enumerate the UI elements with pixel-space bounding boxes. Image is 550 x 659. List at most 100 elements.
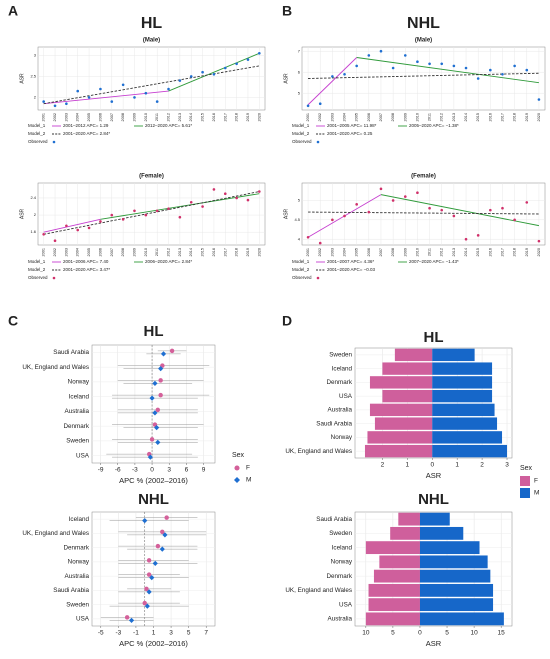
y-tick-label: 4.5 [294,217,300,222]
point [234,477,240,483]
observed-point [331,75,334,78]
x-tick-label: 2010 [144,248,148,256]
bar [432,376,493,389]
x-tick-label: 2019 [246,248,250,256]
x-tick-label: 3 [505,462,509,469]
y-axis-label: ASR [283,208,289,219]
legend-label: 2001–2020 APC= −0.03 [327,267,376,272]
observed-point [223,192,227,195]
y-tick-label: 2 [34,212,37,217]
x-tick-label: 1 [455,462,459,469]
x-axis-label: ASR [426,471,442,480]
chart-title: NHL [407,15,440,32]
x-tick-label: -3 [115,630,121,637]
chart-subtitle: (Male) [143,38,160,44]
bar [432,431,503,444]
point [234,465,240,471]
observed-point [235,196,238,200]
observed-point [65,102,68,105]
legend-label: 2001–2007 APC= 4.36* [327,259,374,264]
plot-frame [37,182,266,246]
observed-point [212,73,216,76]
observed-point [513,218,516,222]
x-tick-label: 6 [185,467,189,474]
x-tick-label: 2005 [355,113,359,121]
y-tick-label: Saudi Arabia [316,420,352,427]
observed-point [42,233,45,236]
y-tick-label: Denmark [326,573,352,580]
legend-label: Observed [28,139,48,144]
x-tick-label: -1 [133,630,139,637]
observed-point [452,64,456,68]
x-tick-label: 1 [406,462,410,469]
observed-point [121,218,125,221]
x-tick-label: 2001 [306,248,310,256]
y-axis-label: ASR [19,208,25,219]
observed-point [513,64,516,68]
observed-point [452,214,456,218]
model-line [43,90,169,105]
observed-point [178,215,182,219]
y-tick-label: Iceland [332,544,353,551]
observed-point [144,91,148,95]
x-tick-label: 2016 [212,248,216,256]
observed-point [76,228,80,232]
x-tick-label: 3 [167,467,171,474]
x-tick-label: 2020 [537,248,541,256]
point [158,366,164,372]
x-tick-label: 2009 [403,248,407,256]
observed-point [501,73,504,76]
legend-label: 2001–2006 APC= 7.40 [63,259,109,264]
point [159,546,165,552]
x-tick-label: 2014 [464,113,468,121]
x-tick-label: 2013 [178,248,182,256]
x-tick-label: 2017 [500,248,504,256]
x-tick-label: 2002 [318,248,322,256]
y-tick-label: Sweden [66,438,89,445]
x-tick-label: 2005 [355,248,359,256]
x-tick-label: 0 [150,467,154,474]
observed-point [391,66,395,70]
bar [419,612,504,626]
x-tick-label: 2018 [513,248,517,256]
x-tick-label: 2001 [306,113,310,121]
observed-point [258,52,261,55]
observed-point [537,239,541,243]
legend-group: Model_2 [28,131,46,136]
x-tick-label: 2014 [189,248,193,256]
model-line [168,52,260,92]
legend-swatch [316,276,320,280]
x-tick-label: 2014 [189,113,193,121]
observed-point [379,49,383,53]
model-line [43,191,260,235]
model-line [307,57,357,106]
x-tick-label: 15 [498,630,506,637]
legend-label: Observed [292,275,312,280]
y-tick-label: Norway [331,434,353,441]
legend-label: M [534,490,539,497]
observed-point [121,83,125,87]
x-tick-label: 2020 [537,113,541,121]
legend-label: F [534,478,538,485]
x-tick-label: -9 [98,467,104,474]
point [154,425,160,431]
bar [419,555,488,569]
x-tick-label: 2004 [76,113,80,121]
point [147,454,153,460]
bar [432,362,493,375]
observed-point [367,210,371,214]
y-tick-label: 3 [34,52,37,57]
legend-group: Model_1 [28,259,46,264]
x-tick-label: 2018 [235,248,239,256]
x-tick-label: 2002 [53,113,57,121]
y-tick-label: UK, England and Wales [285,448,352,455]
x-tick-label: 2013 [452,113,456,121]
x-tick-label: 2005 [87,113,91,121]
observed-point [525,68,529,72]
point [146,572,152,577]
x-tick-label: 2005 [87,248,91,256]
bar [368,598,420,612]
model-line [356,57,539,84]
chart-title: HL [141,15,163,32]
